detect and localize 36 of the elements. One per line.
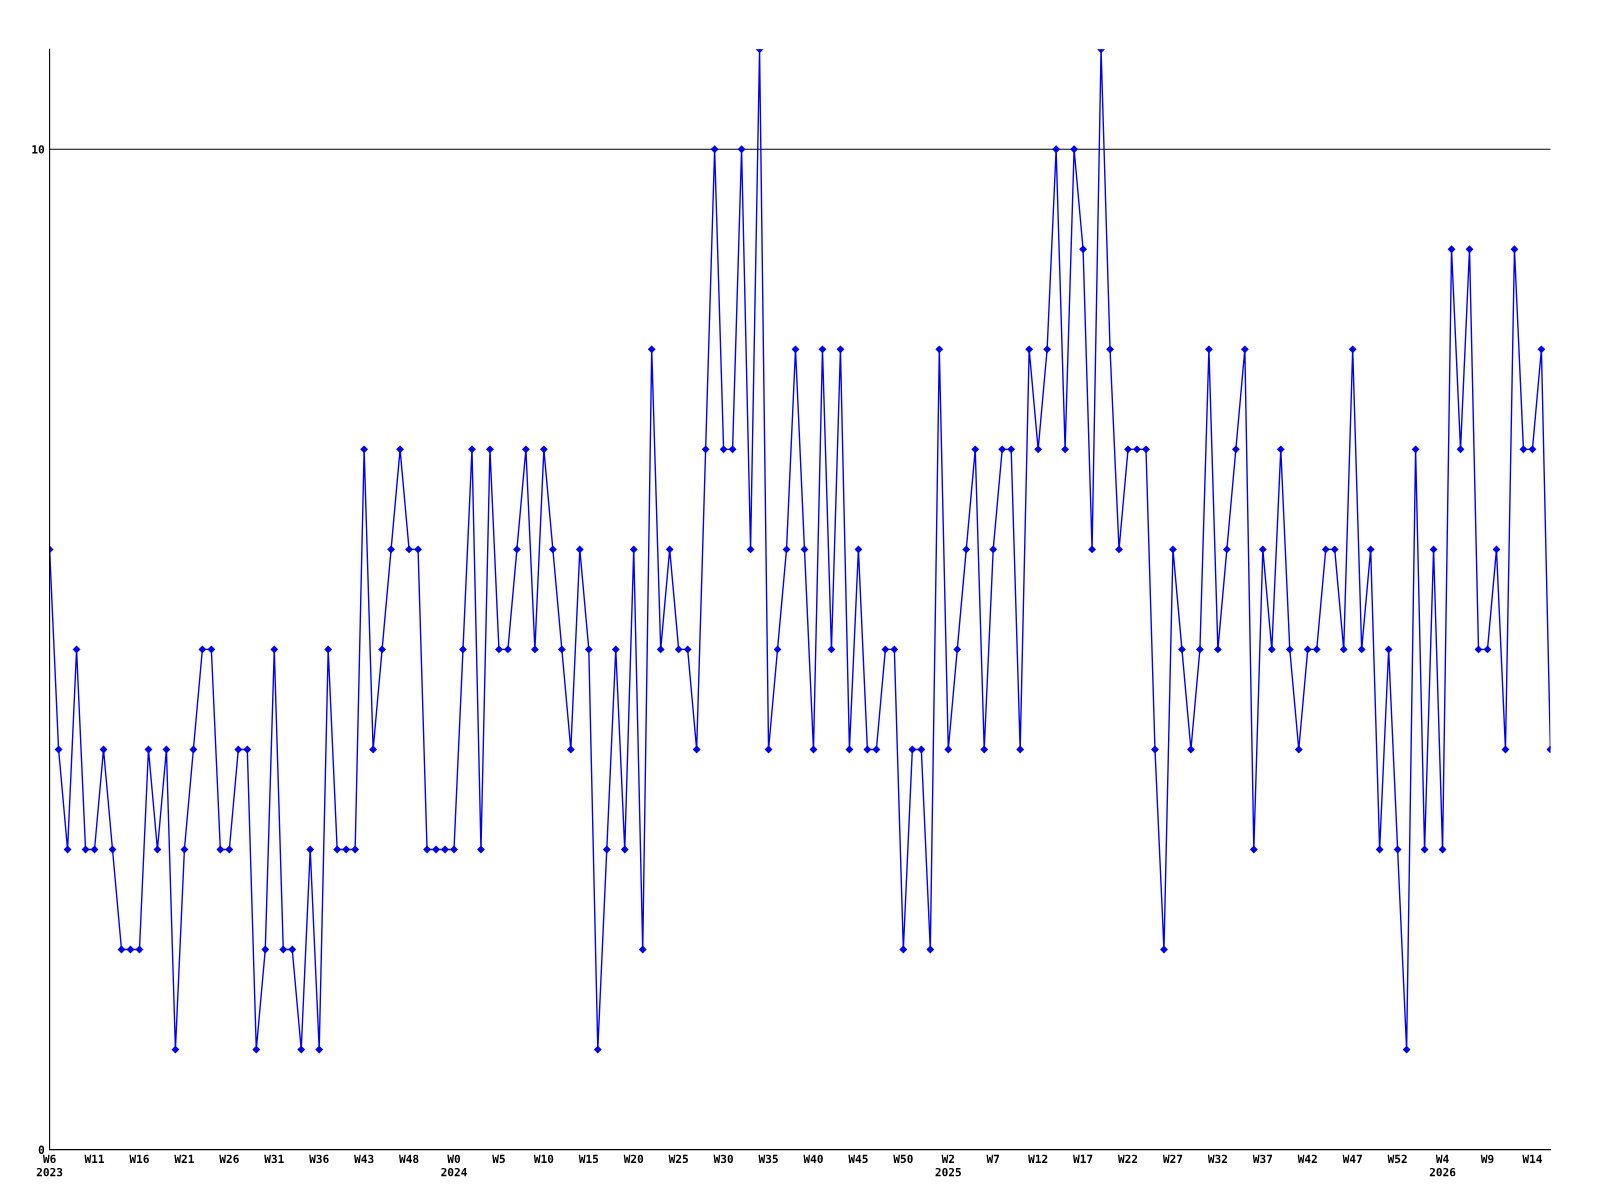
x-tick-label: W10	[533, 1154, 554, 1164]
x-tick-label: W47	[1342, 1154, 1362, 1163]
x-tick-label: W35	[758, 1154, 778, 1164]
x-tick-label: W7	[986, 1154, 1000, 1163]
x-tick-label: W30	[713, 1154, 733, 1164]
x-tick-label: W20	[623, 1154, 644, 1164]
x-tick-label: W14	[1522, 1154, 1542, 1163]
x-tick-label: W9	[1480, 1154, 1494, 1164]
x-tick-label: W37	[1252, 1154, 1273, 1164]
x-tick-label: W52	[1387, 1154, 1407, 1164]
x-tick-label: W25	[668, 1154, 688, 1164]
x-tick-label: W4 2026	[1429, 1154, 1456, 1177]
x-tick-label: W2 2025	[935, 1154, 961, 1177]
x-tick-label: W32	[1207, 1154, 1227, 1164]
x-tick-label: W50	[893, 1154, 913, 1164]
x-tick-label: W21	[174, 1154, 194, 1163]
x-tick-label: W17	[1073, 1154, 1093, 1163]
x-tick-label: W15	[578, 1154, 599, 1164]
x-tick-label: W26	[219, 1154, 239, 1164]
x-tick-label: W11	[84, 1154, 105, 1163]
x-tick-label: W22	[1117, 1154, 1138, 1163]
x-tick-label: W0 2024	[441, 1154, 467, 1177]
y-tick-label: 10	[32, 145, 45, 154]
x-tick-label: W40	[803, 1154, 823, 1164]
x-tick-label: W42	[1297, 1154, 1317, 1163]
x-tick-label: W5	[492, 1154, 505, 1164]
x-tick-label: W16	[129, 1154, 149, 1164]
x-tick-label: W45	[848, 1154, 868, 1164]
x-tick-label: W31	[264, 1154, 284, 1164]
y-tick-label: 0	[38, 1145, 45, 1154]
x-tick-label: W36	[309, 1154, 329, 1164]
x-tick-label: W27	[1162, 1154, 1183, 1163]
x-tick-label: W6 2023	[36, 1154, 63, 1177]
x-tick-label: W43	[354, 1154, 374, 1164]
x-tick-label: W48	[399, 1154, 419, 1164]
x-tick-label: W12	[1028, 1154, 1048, 1163]
